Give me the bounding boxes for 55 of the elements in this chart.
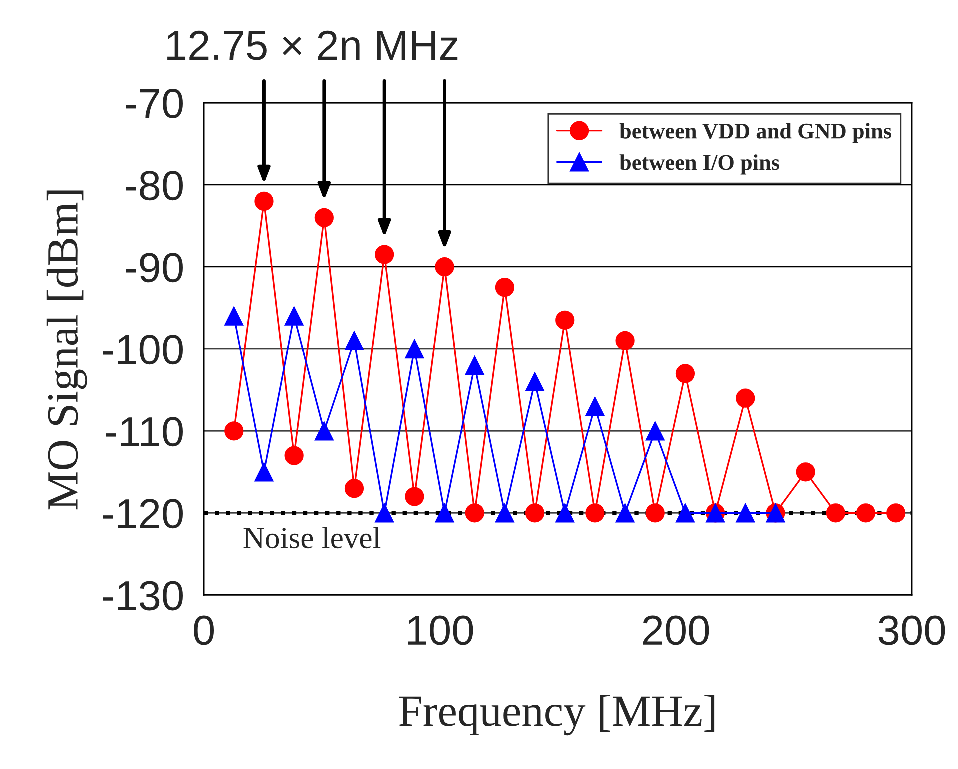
point xyxy=(465,504,484,523)
point xyxy=(646,504,665,523)
point xyxy=(495,504,514,523)
y-axis-title: MO Signal [dBm] xyxy=(46,190,88,510)
legend-label: between I/O pins xyxy=(620,154,780,175)
point xyxy=(646,422,665,441)
point xyxy=(495,278,514,298)
point xyxy=(435,258,454,277)
y-tick-label: -120 xyxy=(103,499,183,529)
point xyxy=(375,504,394,523)
point xyxy=(254,192,274,212)
point xyxy=(676,364,696,384)
point xyxy=(525,504,545,523)
legend-label: between VDD and GND pins xyxy=(620,123,892,144)
point xyxy=(736,504,756,523)
point xyxy=(314,208,334,228)
point xyxy=(886,504,906,523)
point xyxy=(224,306,244,326)
point xyxy=(616,331,635,350)
ref-line-label: Noise level xyxy=(244,527,381,549)
point xyxy=(556,310,575,330)
x-tick-label: 200 xyxy=(643,616,710,646)
x-tick-label: 300 xyxy=(878,616,946,646)
point xyxy=(375,245,394,264)
y-tick-label: -80 xyxy=(126,171,183,201)
point xyxy=(435,504,454,523)
y-tick-label: -90 xyxy=(126,253,183,283)
point xyxy=(284,446,304,466)
point xyxy=(314,422,334,441)
point xyxy=(284,306,304,326)
point xyxy=(826,504,846,523)
y-tick-label: -70 xyxy=(126,89,183,119)
point xyxy=(405,340,424,359)
point xyxy=(405,487,424,506)
point xyxy=(616,504,635,523)
point xyxy=(525,372,545,392)
point xyxy=(344,331,364,350)
point xyxy=(224,422,244,441)
point xyxy=(856,504,876,523)
y-tick-label: -110 xyxy=(106,417,183,447)
y-tick-label: -100 xyxy=(103,335,183,365)
x-tick-label: 100 xyxy=(408,616,474,646)
point xyxy=(556,504,575,523)
point xyxy=(796,462,816,482)
point xyxy=(736,388,756,408)
point xyxy=(586,396,605,416)
x-tick-label: 0 xyxy=(194,616,214,646)
text: 12.75 × 2n MHz xyxy=(168,30,458,60)
point xyxy=(254,462,274,482)
point xyxy=(465,356,484,376)
point xyxy=(676,504,696,523)
point xyxy=(344,479,364,498)
point xyxy=(586,504,605,523)
y-tick-label: -130 xyxy=(103,581,183,611)
x-axis-title: Frequency [MHz] xyxy=(399,695,715,736)
